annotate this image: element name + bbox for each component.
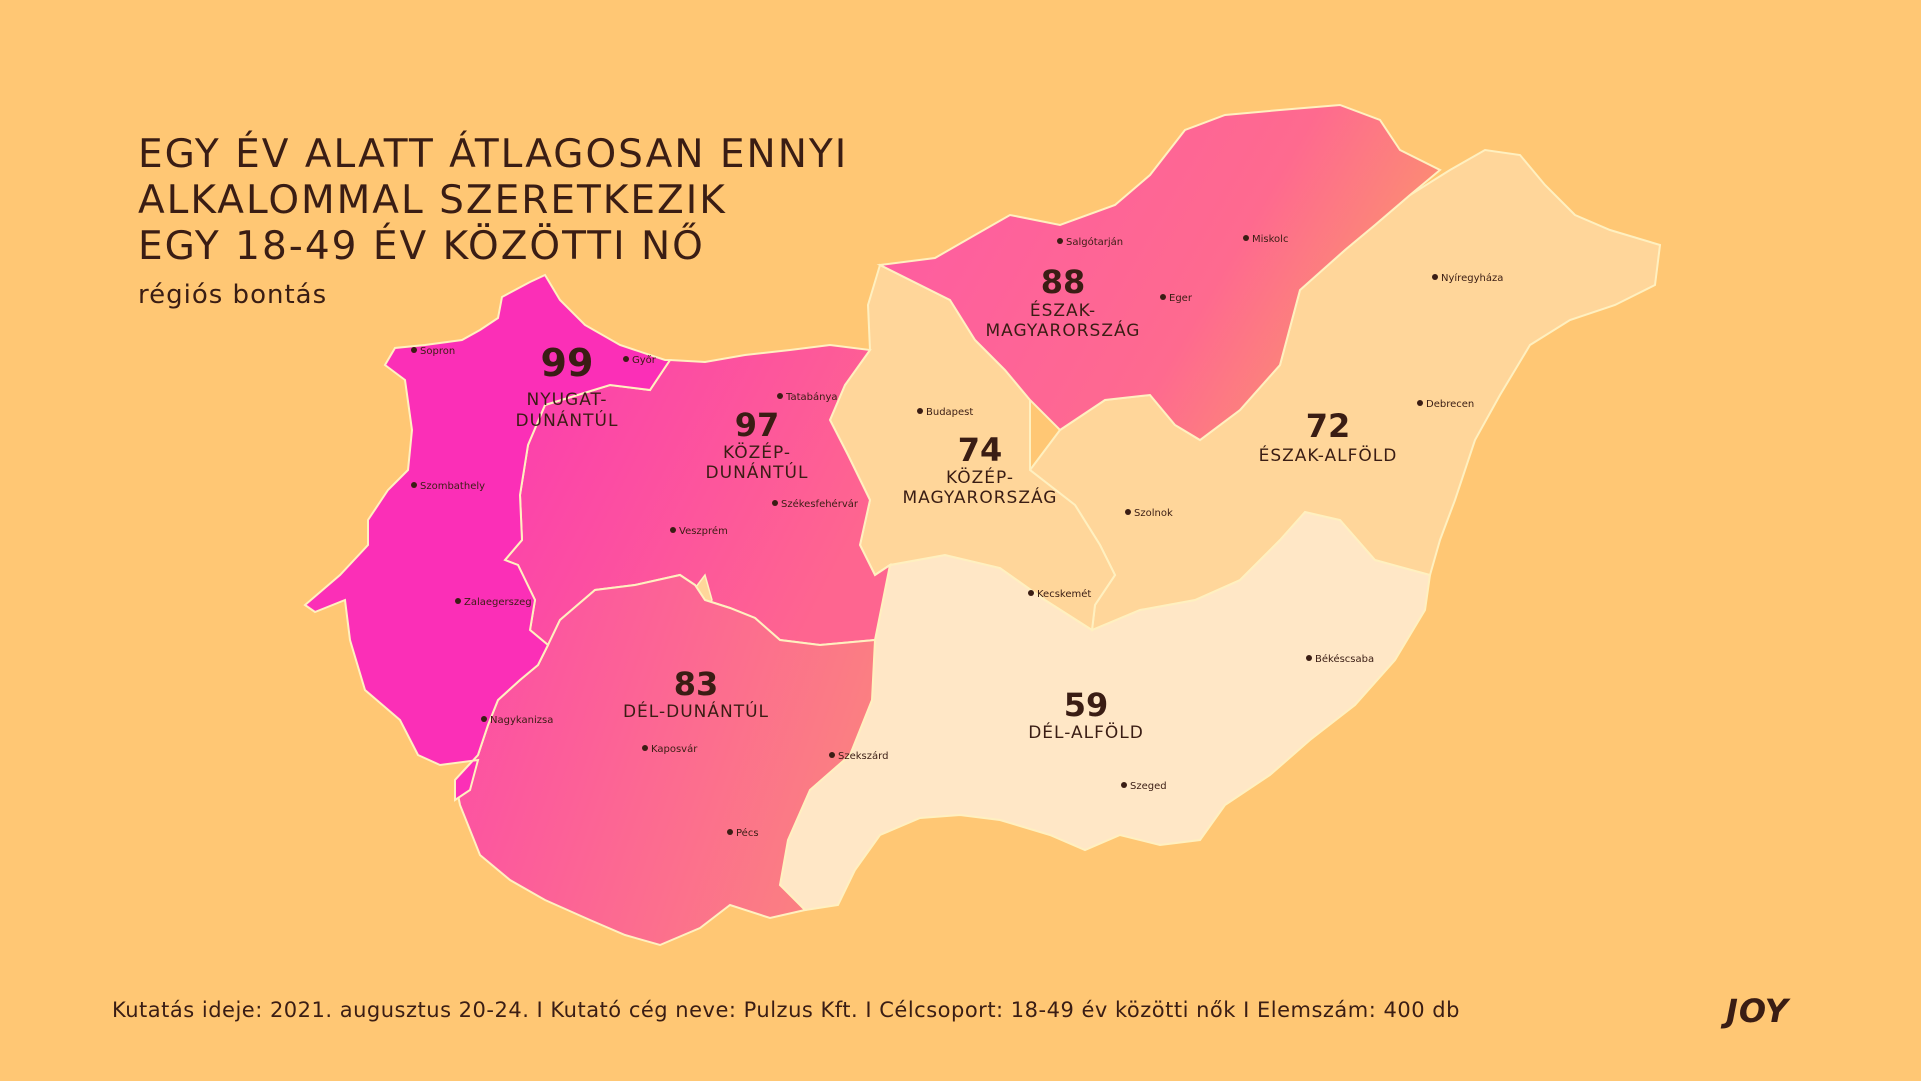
svg-text:Eger: Eger [1169,293,1193,304]
svg-text:Békéscsaba: Békéscsaba [1315,653,1374,665]
value-kozep-dunantul: 97 [735,406,780,444]
name-kozep-magyarorszag-2: MAGYARORSZÁG [903,486,1058,508]
svg-text:Szombathely: Szombathely [420,481,485,492]
svg-text:Nagykanizsa: Nagykanizsa [490,715,553,726]
city-szombathely: Szombathely [411,481,485,492]
city-salgotarjan: Salgótarján [1057,236,1123,248]
name-eszak-alfold: ÉSZAK-ALFÖLD [1259,444,1398,466]
name-kozep-magyarorszag-1: KÖZÉP- [946,466,1014,488]
region-eszak-magyarorszag [876,103,1442,442]
name-del-dunantul: DÉL-DUNÁNTÚL [623,700,769,722]
name-kozep-dunantul-1: KÖZÉP- [723,441,791,463]
svg-text:Salgótarján: Salgótarján [1066,236,1123,248]
city-debrecen: Debrecen [1417,399,1474,410]
title-line-1: EGY ÉV ALATT ÁTLAGOSAN ENNYI [138,132,849,177]
svg-text:Kecskemét: Kecskemét [1037,588,1091,600]
city-kaposvar: Kaposvár [642,743,698,755]
svg-text:Szekszárd: Szekszárd [838,750,888,762]
city-nyiregyhaza: Nyíregyháza [1432,272,1503,284]
svg-text:Székesfehérvár: Székesfehérvár [781,498,859,510]
city-pecs: Pécs [727,827,759,839]
svg-text:Kaposvár: Kaposvár [651,743,698,755]
svg-text:Szolnok: Szolnok [1134,508,1173,519]
svg-text:Budapest: Budapest [926,407,973,418]
region-nyugat-dunantul [303,273,672,802]
name-nyugat-dunantul-2: DUNÁNTÚL [516,409,619,431]
name-eszak-magyarorszag-2: MAGYARORSZÁG [986,319,1141,341]
title-line-2: ALKALOMMAL SZERETKEZIK [138,178,727,223]
value-eszak-alfold: 72 [1306,407,1351,445]
svg-text:Pécs: Pécs [736,827,759,839]
city-zalaegerszeg: Zalaegerszeg [455,597,532,608]
city-szeged: Szeged [1121,781,1167,792]
title-line-3: EGY 18-49 ÉV KÖZÖTTI NŐ [138,224,705,269]
city-gyor: Győr [623,354,657,366]
city-szolnok: Szolnok [1125,508,1173,519]
chart-subtitle: régiós bontás [138,280,328,310]
svg-text:Győr: Győr [632,354,657,366]
value-kozep-magyarorszag: 74 [958,431,1003,469]
footer-note: Kutatás ideje: 2021. augusztus 20-24. I … [112,998,1460,1022]
city-bekescsaba: Békéscsaba [1306,653,1374,665]
name-nyugat-dunantul-1: NYUGAT- [527,390,608,410]
svg-text:Tatabánya: Tatabánya [785,391,838,403]
value-nyugat-dunantul: 99 [541,341,594,385]
name-del-alfold: DÉL-ALFÖLD [1028,721,1144,743]
value-del-dunantul: 83 [674,665,719,703]
name-kozep-dunantul-2: DUNÁNTÚL [706,461,809,483]
city-szekesfehervar: Székesfehérvár [772,498,859,510]
city-kecskemet: Kecskemét [1028,588,1091,600]
svg-text:Zalaegerszeg: Zalaegerszeg [464,597,532,608]
value-del-alfold: 59 [1064,686,1109,724]
name-eszak-magyarorszag-1: ÉSZAK- [1030,299,1096,321]
svg-text:Debrecen: Debrecen [1426,399,1474,410]
city-veszprem: Veszprém [670,525,728,537]
svg-text:Sopron: Sopron [420,346,455,357]
value-eszak-magyarorszag: 88 [1041,263,1086,301]
city-eger: Eger [1160,293,1193,304]
city-nagykanizsa: Nagykanizsa [481,715,553,726]
city-szekszard: Szekszárd [829,750,888,762]
city-miskolc: Miskolc [1243,234,1288,245]
chart-title: EGY ÉV ALATT ÁTLAGOSAN ENNYI ALKALOMMAL … [138,132,848,270]
city-budapest: Budapest [917,407,973,418]
city-sopron: Sopron [411,346,455,357]
svg-text:Nyíregyháza: Nyíregyháza [1441,272,1503,284]
svg-text:Veszprém: Veszprém [679,525,728,537]
city-tatabanya: Tatabánya [777,391,838,403]
joy-logo: JOY [1726,992,1789,1030]
svg-text:Miskolc: Miskolc [1252,234,1288,245]
svg-text:Szeged: Szeged [1130,781,1167,792]
